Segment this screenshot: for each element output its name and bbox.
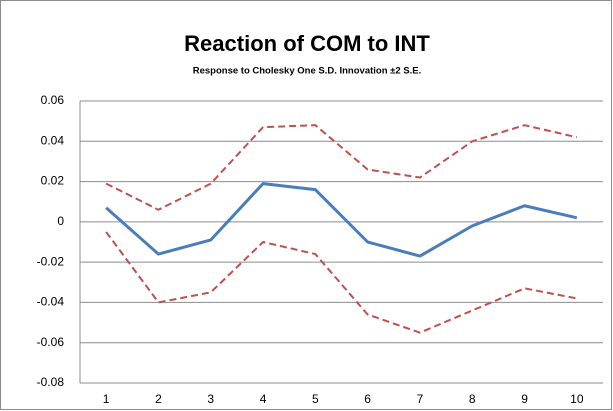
y-tick-label: 0.04: [41, 133, 65, 147]
y-tick-label: -0.08: [37, 375, 65, 389]
x-tick-label: 5: [312, 392, 319, 406]
y-tick-label: 0.06: [41, 93, 65, 107]
x-tick-label: 10: [570, 392, 584, 406]
series-line: [105, 124, 578, 211]
chart-title: Reaction of COM to INT: [184, 31, 430, 56]
x-tick-label: 2: [155, 392, 162, 406]
series-line: [105, 231, 578, 334]
x-tick-label: 6: [364, 392, 371, 406]
y-tick-label: 0.02: [41, 174, 65, 188]
y-tick-label: -0.02: [37, 254, 65, 268]
y-tick-label: 0: [57, 214, 64, 228]
x-tick-label: 1: [103, 392, 110, 406]
chart-subtitle: Response to Cholesky One S.D. Innovation…: [193, 66, 422, 77]
y-tick-label: -0.04: [37, 295, 65, 309]
series-line: [105, 182, 578, 258]
y-tick-label: -0.06: [37, 335, 65, 349]
x-tick-label: 4: [260, 392, 267, 406]
x-tick-label: 3: [207, 392, 214, 406]
x-tick-label: 8: [469, 392, 476, 406]
x-tick-label: 9: [521, 392, 528, 406]
x-tick-label: 7: [417, 392, 424, 406]
